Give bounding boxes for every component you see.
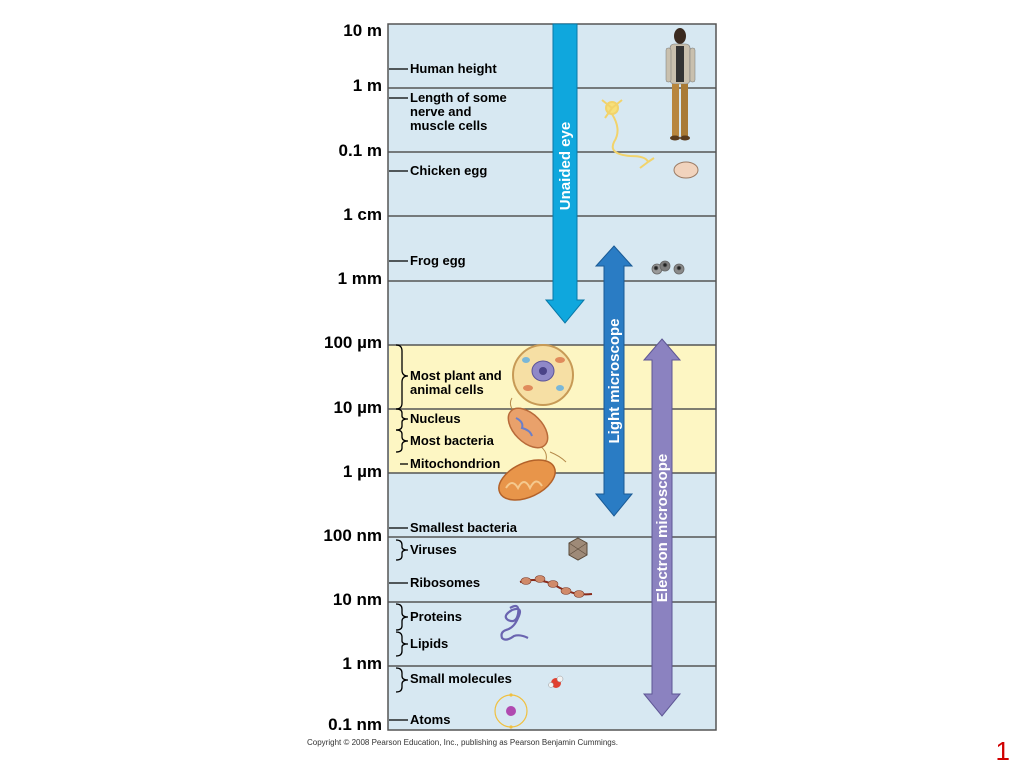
scale-label-10um: 10 µm (333, 398, 382, 417)
copyright-notice: Copyright © 2008 Pearson Education, Inc.… (307, 738, 618, 747)
label-frog-egg: Frog egg (410, 253, 466, 268)
nerve-cell-icon (601, 99, 655, 169)
scale-label-1nm: 1 nm (342, 654, 382, 673)
light-microscope-label: Light microscope (606, 318, 623, 443)
animal-cell-icon (512, 344, 574, 406)
scale-label-100nm: 100 nm (323, 526, 382, 545)
scale-label-10nm: 10 nm (332, 590, 382, 609)
label-plant-animal-cells: Most plant and animal cells (410, 368, 502, 397)
scale-label-0-1m: 0.1 m (338, 141, 382, 160)
scale-label-1cm: 1 cm (343, 205, 382, 224)
scale-label-0-1nm: 0.1 nm (328, 715, 382, 734)
label-ribosomes: Ribosomes (410, 575, 481, 590)
label-mitochondrion: Mitochondrion (410, 456, 501, 471)
label-viruses: Viruses (410, 542, 457, 557)
protein-icon (500, 604, 529, 641)
label-small-molecules: Small molecules (410, 671, 512, 686)
human-figure-icon (665, 28, 696, 141)
label-atoms: Atoms (410, 712, 451, 727)
electron-microscope-label: Electron microscope (654, 454, 671, 602)
scale-label-1m: 1 m (352, 76, 382, 95)
light-microscope-arrow (594, 245, 634, 517)
atom-icon (494, 693, 528, 729)
label-chicken-egg: Chicken egg (410, 163, 488, 178)
mitochondrion-icon (498, 459, 556, 501)
scale-label-100um: 100 µm (324, 333, 382, 352)
bacterium-icon (507, 397, 567, 463)
unaided-eye-label: Unaided eye (557, 122, 574, 210)
ribosomes-icon (519, 575, 593, 598)
label-human-height: Human height (410, 61, 497, 76)
frog-eggs-icon (651, 260, 685, 275)
electron-microscope-arrow (642, 338, 682, 717)
label-proteins: Proteins (410, 609, 463, 624)
item-ticks (389, 68, 408, 721)
unaided-eye-arrow (544, 23, 586, 324)
small-molecule-icon (548, 675, 564, 688)
label-smallest-bacteria: Smallest bacteria (410, 520, 517, 535)
scale-label-1mm: 1 mm (337, 269, 382, 288)
label-nerve-cells: Length of some nerve and muscle cells (410, 90, 507, 133)
scale-label-1um: 1 µm (342, 462, 382, 481)
label-nucleus: Nucleus (410, 411, 461, 426)
scale-label-10m: 10 m (343, 21, 382, 40)
virus-icon (568, 537, 588, 561)
range-braces (395, 344, 409, 693)
label-lipids: Lipids (410, 636, 449, 651)
label-most-bacteria: Most bacteria (410, 433, 494, 448)
chicken-egg-icon (673, 161, 699, 179)
page-number: 1 (995, 736, 1010, 766)
